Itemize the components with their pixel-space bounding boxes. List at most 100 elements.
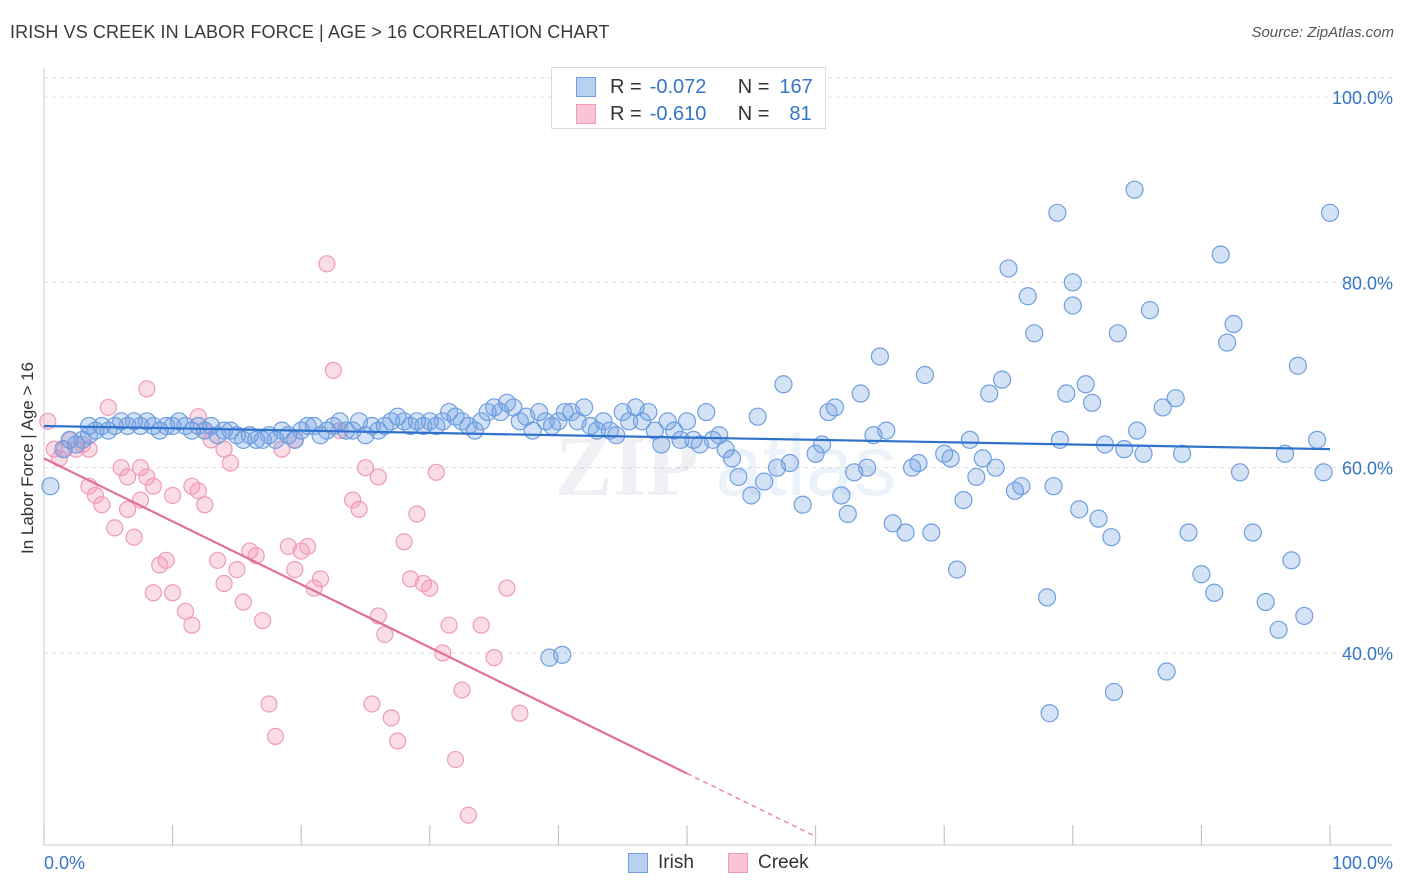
creek-swatch: [576, 104, 596, 124]
y-tick-label: 80.0%: [1342, 273, 1393, 293]
irish-point: [1134, 444, 1153, 463]
irish-point: [755, 472, 774, 491]
x-tick-label-start: 0.0%: [44, 853, 85, 873]
irish-point: [980, 384, 999, 403]
creek-point: [350, 500, 368, 518]
creek-point: [254, 611, 272, 630]
creek-r-value: -0.610: [649, 102, 707, 125]
irish-point: [1070, 500, 1089, 519]
irish-point: [851, 384, 870, 403]
creek-point: [318, 255, 336, 273]
creek-point: [125, 528, 143, 546]
irish-point: [992, 370, 1012, 389]
creek-point: [131, 459, 150, 477]
irish-point: [838, 504, 857, 524]
trend-lines: [43, 424, 1331, 838]
irish-point: [986, 458, 1005, 477]
creek-point: [421, 579, 439, 597]
irish-point: [1282, 551, 1301, 570]
stats-row-irish: R = -0.072 N = 167: [576, 76, 813, 98]
irish-n-label: N =: [737, 75, 770, 98]
stats-row-creek: R = -0.610 N = 81: [576, 103, 812, 125]
irish-points: [41, 180, 1340, 723]
irish-point: [960, 430, 980, 449]
irish-point: [575, 398, 594, 417]
irish-point: [1205, 583, 1224, 602]
irish-point: [1230, 463, 1250, 482]
irish-point: [1314, 463, 1333, 482]
irish-point: [1104, 682, 1124, 702]
creek-point: [144, 477, 162, 495]
irish-point: [1127, 421, 1147, 440]
creek-point: [118, 468, 137, 486]
creek-points: [39, 255, 529, 824]
creek-point: [106, 519, 124, 537]
irish-point: [1288, 356, 1307, 375]
irish-point: [896, 523, 915, 542]
irish-point: [1044, 477, 1063, 496]
x-tick-label-end: 100.0%: [1332, 853, 1393, 873]
irish-point: [330, 412, 349, 431]
creek-point: [472, 616, 490, 634]
creek-point: [196, 496, 214, 514]
creek-point: [324, 361, 342, 379]
creek-point: [401, 570, 420, 588]
irish-point: [1218, 333, 1237, 352]
irish-point: [1256, 592, 1275, 612]
creek-point: [112, 459, 130, 477]
irish-point: [555, 402, 574, 422]
irish-point: [697, 402, 716, 422]
irish-point: [472, 412, 491, 431]
irish-point: [1295, 606, 1314, 626]
creek-point: [266, 727, 285, 746]
watermark: ZIP atlas: [555, 418, 897, 514]
creek-point: [311, 570, 330, 588]
irish-point: [915, 365, 935, 385]
legend-irish-swatch: [628, 853, 648, 873]
irish-point: [941, 449, 960, 468]
irish-point: [1076, 375, 1095, 394]
creek-point: [138, 468, 156, 486]
creek-point: [279, 537, 297, 556]
irish-point: [812, 435, 832, 454]
irish-point: [1308, 430, 1327, 449]
watermark-atlas-text: atlas: [715, 418, 897, 514]
irish-point: [954, 491, 973, 510]
creek-point: [395, 533, 413, 551]
irish-point: [780, 453, 799, 473]
irish-trend-line: [43, 424, 1331, 451]
legend-creek-swatch: [728, 853, 748, 873]
irish-point: [1025, 324, 1044, 343]
irish-point: [1166, 389, 1185, 408]
y-tick-label: 40.0%: [1342, 644, 1393, 664]
creek-point: [382, 709, 400, 727]
irish-point: [1089, 509, 1108, 528]
irish-point: [1211, 245, 1230, 264]
irish-r-value: -0.072: [649, 75, 707, 98]
legend-item-creek[interactable]: Creek: [728, 852, 809, 874]
legend-item-irish[interactable]: Irish: [628, 852, 694, 874]
creek-point: [511, 704, 529, 722]
irish-point: [1192, 565, 1211, 584]
creek-point: [459, 806, 477, 824]
irish-point: [594, 412, 613, 431]
irish-point: [999, 259, 1018, 278]
irish-n-value: 167: [779, 75, 813, 98]
creek-r-label: R =: [610, 102, 642, 125]
creek-trend-extension: [686, 772, 816, 838]
creek-point: [157, 551, 175, 569]
irish-point: [1269, 620, 1288, 639]
creek-point: [286, 560, 304, 579]
y-tick-label: 60.0%: [1342, 459, 1393, 479]
creek-point: [183, 477, 201, 495]
irish-point: [1275, 444, 1295, 463]
creek-point: [138, 380, 156, 398]
creek-point: [356, 459, 375, 477]
source-label: Source: ZipAtlas.com: [1251, 24, 1394, 41]
creek-point: [427, 463, 445, 481]
irish-point: [1102, 528, 1121, 547]
tick-labels: 40.0% 60.0% 80.0% 100.0% 0.0% 100.0%: [44, 88, 1393, 873]
irish-r-label: R =: [610, 75, 642, 98]
legend-irish-label: Irish: [658, 852, 694, 873]
creek-point: [183, 616, 201, 634]
